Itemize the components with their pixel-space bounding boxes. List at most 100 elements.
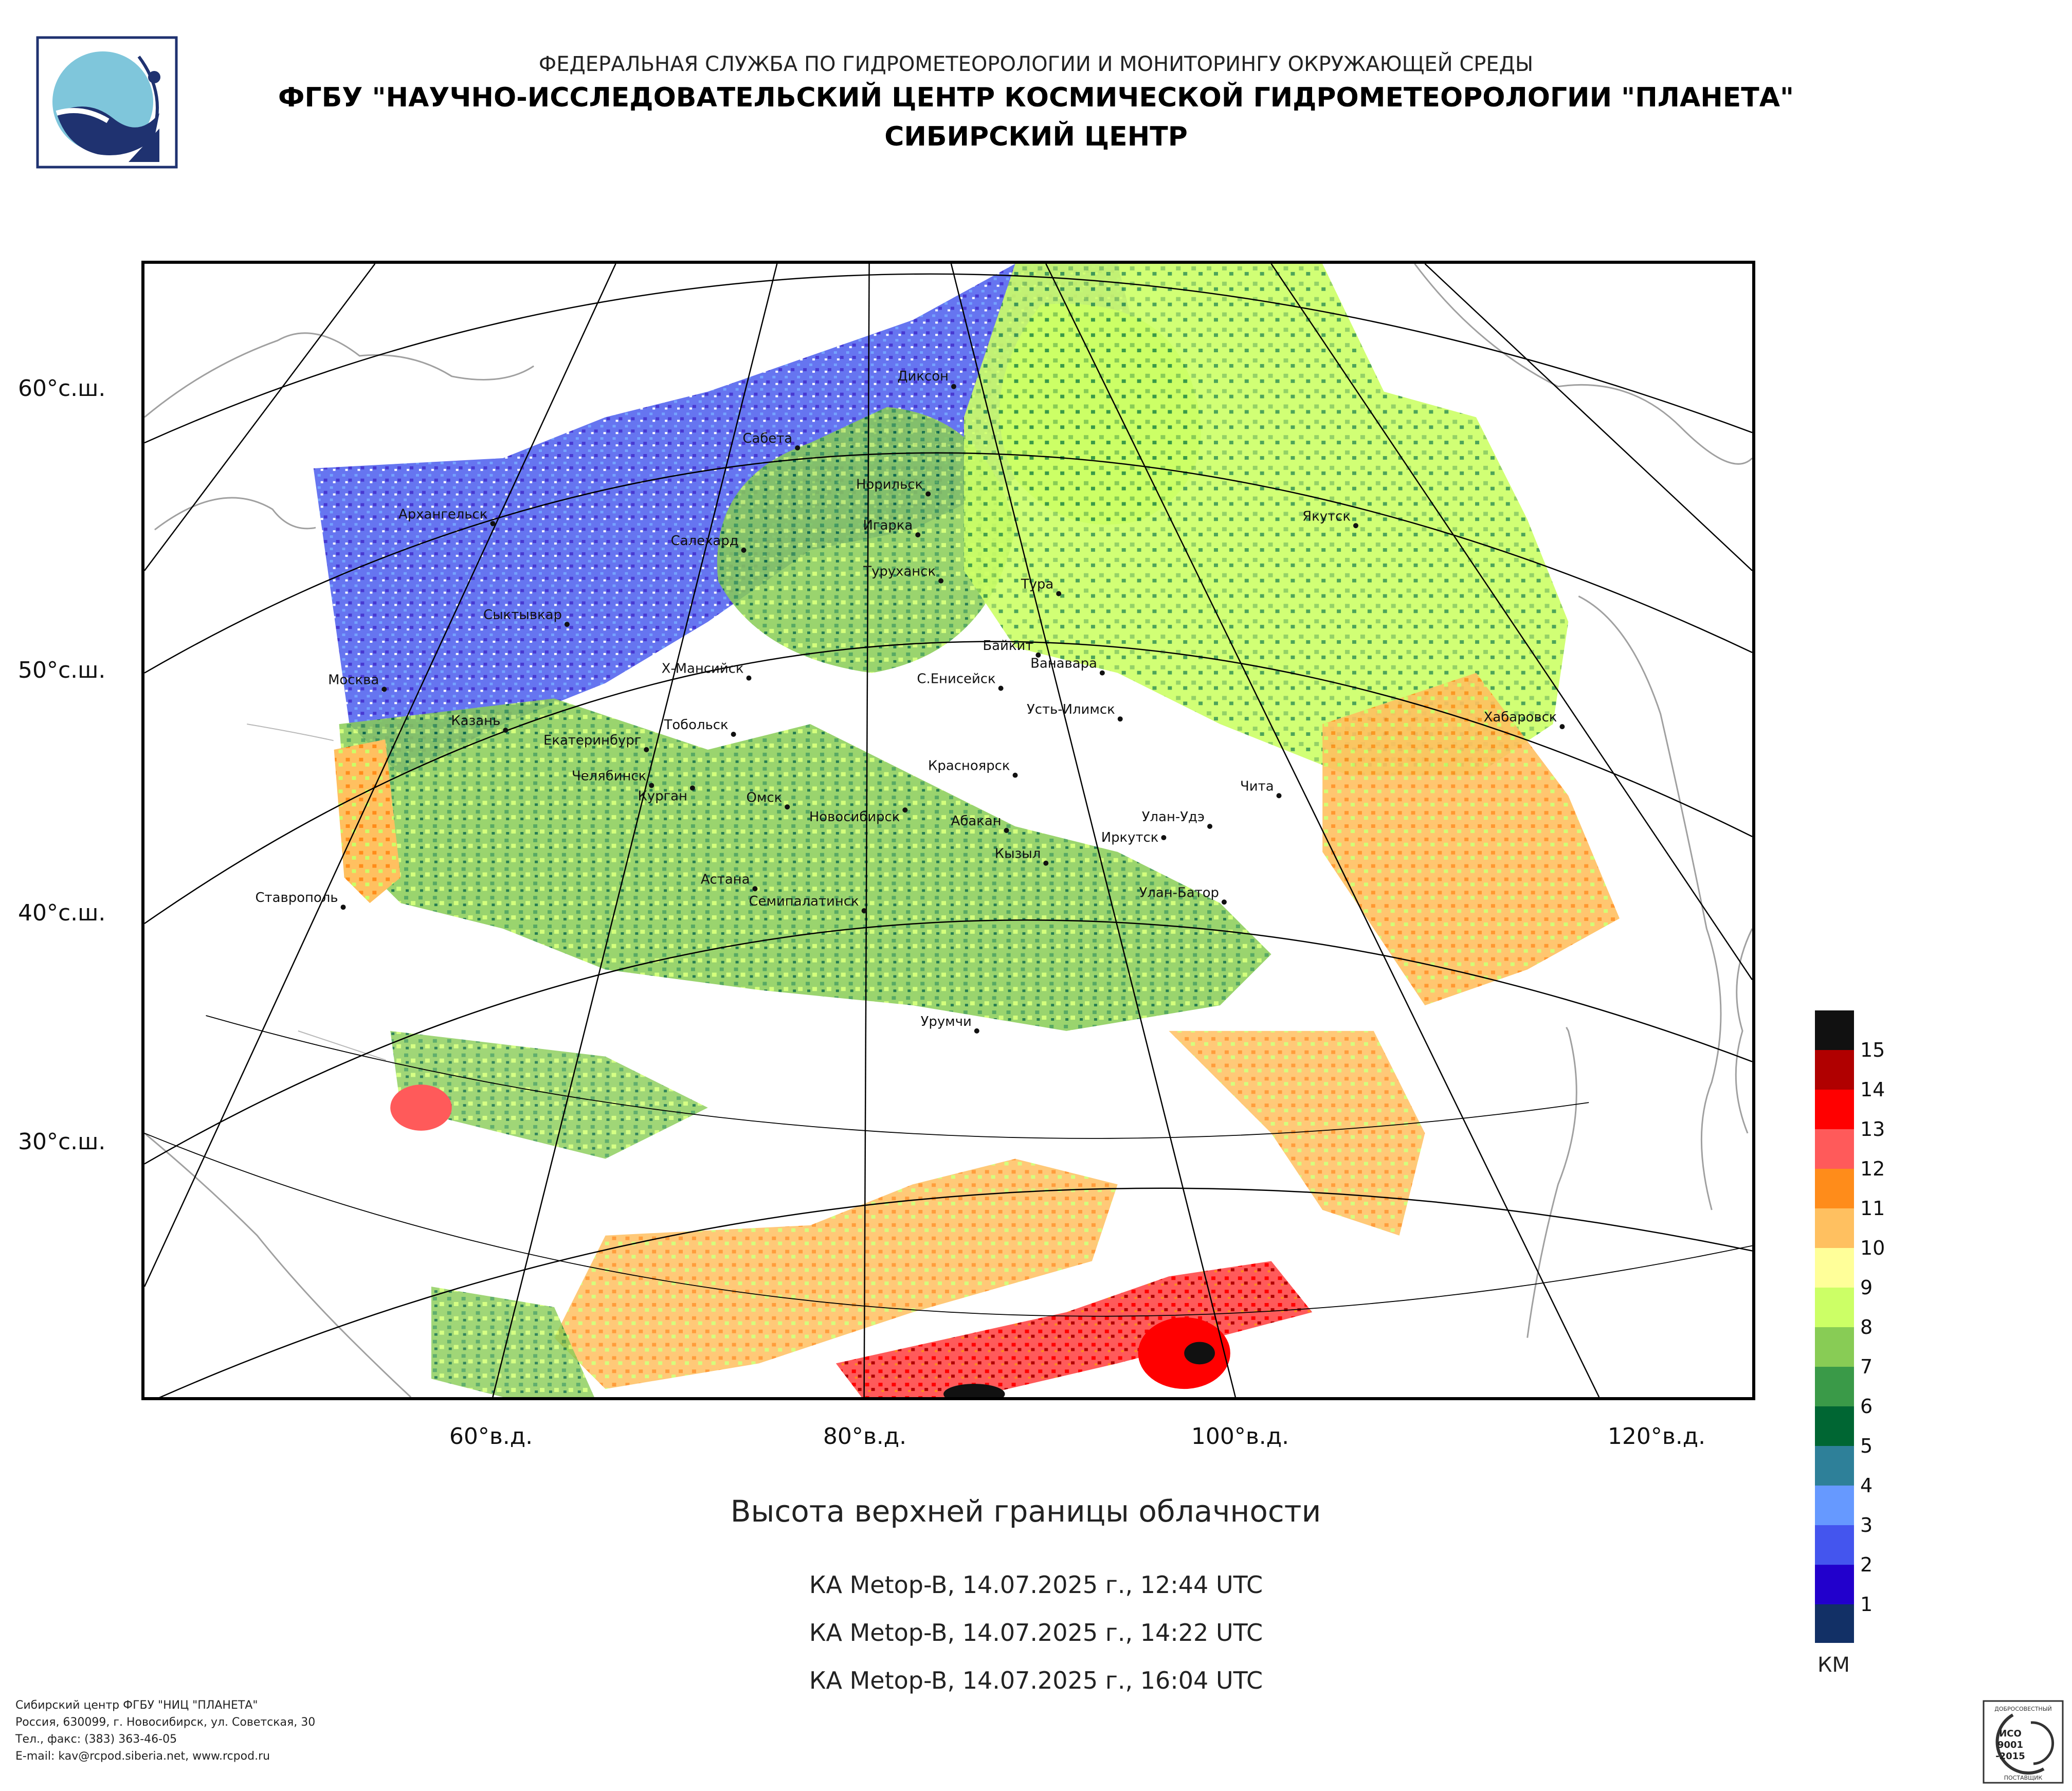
pass-line-2: КА Metop-B, 14.07.2025 г., 14:22 UTC [809, 1619, 1263, 1647]
city-s-yeniseysk: С.Енисейск [917, 672, 1004, 691]
city-novosibirsk: Новосибирск [809, 807, 908, 825]
city-kyzyl: Кызыл [995, 846, 1049, 866]
city-chelyabinsk: Челябинск [572, 769, 655, 788]
legend-tick-7: 7 [1860, 1355, 1873, 1378]
lat-label-40: 40°с.ш. [18, 900, 106, 926]
svg-text:ИСО: ИСО [1999, 1728, 2022, 1739]
city-omsk: Омск [746, 790, 790, 810]
svg-text:Байкит: Байкит [983, 638, 1033, 654]
svg-text:Челябинск: Челябинск [572, 769, 646, 784]
city-yekaterinburg: Екатеринбург [543, 733, 649, 752]
city-norilsk: Норильск [856, 477, 931, 497]
svg-text:Екатеринбург: Екатеринбург [543, 733, 641, 748]
svg-text:ПОСТАВЩИК: ПОСТАВЩИК [2004, 1775, 2043, 1781]
svg-text:Чита: Чита [1240, 779, 1274, 794]
svg-text:Семипалатинск: Семипалатинск [749, 894, 859, 909]
city-ust-ilimsk: Усть-Илимск [1027, 702, 1123, 722]
svg-text:ДОБРОСОВЕСТНЫЙ: ДОБРОСОВЕСТНЫЙ [1994, 1706, 2052, 1712]
map-canvas: Диксон Сабета Норильск Архангельск Салех… [144, 264, 1752, 1397]
svg-text:Хабаровск: Хабаровск [1484, 710, 1557, 725]
svg-text:Урумчи: Урумчи [921, 1014, 972, 1029]
city-irkutsk: Иркутск [1101, 830, 1167, 845]
city-sabeta: Сабета [742, 431, 801, 451]
legend-unit: КМ [1817, 1653, 1850, 1677]
pass-line-1: КА Metop-B, 14.07.2025 г., 12:44 UTC [809, 1571, 1263, 1599]
legend-tick-15: 15 [1860, 1039, 1885, 1061]
city-khanty-mansiysk: Х-Мансийск [662, 661, 752, 681]
lon-label-120: 120°в.д. [1607, 1423, 1706, 1450]
legend-tick-2: 2 [1860, 1553, 1873, 1576]
legend-tick-4: 4 [1860, 1474, 1873, 1497]
city-stavropol: Ставрополь [255, 890, 346, 910]
svg-text:Ставрополь: Ставрополь [255, 890, 338, 906]
svg-text:Салехард: Салехард [671, 533, 739, 549]
svg-text:Игарка: Игарка [863, 518, 913, 533]
institute-name: ФГБУ "НАУЧНО-ИССЛЕДОВАТЕЛЬСКИЙ ЦЕНТР КОС… [278, 82, 1794, 113]
svg-text:-2015: -2015 [1995, 1751, 2025, 1762]
svg-text:Астана: Астана [701, 872, 750, 887]
cloud-height-color-scale [1815, 1010, 1854, 1643]
lat-label-60: 60°с.ш. [18, 375, 106, 402]
svg-text:Кызыл: Кызыл [995, 846, 1041, 862]
legend-tick-9: 9 [1860, 1276, 1873, 1299]
svg-text:Иркутск: Иркутск [1101, 830, 1159, 845]
city-astana: Астана [701, 872, 758, 892]
legend-tick-10: 10 [1860, 1237, 1885, 1259]
lat-label-50: 50°с.ш. [18, 657, 106, 683]
footer-email: E-mail: kav@rcpod.siberia.net, www.rcpod… [15, 1750, 270, 1763]
city-tura: Тура [1021, 577, 1062, 596]
legend-tick-8: 8 [1860, 1316, 1873, 1338]
center-name: СИБИРСКИЙ ЦЕНТР [884, 121, 1188, 152]
svg-text:Диксон: Диксон [897, 369, 949, 384]
agency-name: ФЕДЕРАЛЬНАЯ СЛУЖБА ПО ГИДРОМЕТЕОРОЛОГИИ … [538, 52, 1534, 76]
svg-text:Красноярск: Красноярск [928, 758, 1010, 774]
legend-tick-14: 14 [1860, 1078, 1885, 1101]
legend-tick-11: 11 [1860, 1197, 1885, 1220]
footer-address: Россия, 630099, г. Новосибирск, ул. Сове… [15, 1716, 316, 1729]
city-semipalatinsk: Семипалатинск [749, 894, 867, 914]
legend-tick-13: 13 [1860, 1118, 1885, 1141]
city-markers: Диксон Сабета Норильск Архангельск Салех… [255, 369, 1565, 1034]
city-khabarovsk: Хабаровск [1484, 710, 1565, 730]
city-yakutsk: Якутск [1302, 509, 1358, 529]
city-turukhansk: Туруханск [863, 564, 944, 584]
legend-tick-1: 1 [1860, 1593, 1873, 1616]
lon-label-60: 60°в.д. [449, 1423, 533, 1450]
svg-text:Сыктывкар: Сыктывкар [483, 607, 562, 623]
city-syktyvkar: Сыктывкар [483, 607, 570, 627]
svg-text:Улан-Удэ: Улан-Удэ [1142, 809, 1205, 825]
city-moskva: Москва [328, 673, 387, 692]
city-dikson: Диксон [897, 369, 956, 389]
city-krasnoyarsk: Красноярск [928, 758, 1018, 778]
graticule [144, 264, 1752, 1397]
svg-text:Улан-Батор: Улан-Батор [1139, 885, 1219, 900]
svg-text:Казань: Казань [451, 713, 500, 729]
city-ulan-ude: Улан-Удэ [1142, 809, 1213, 829]
svg-text:Норильск: Норильск [856, 477, 923, 493]
product-title: Высота верхней границы облачности [730, 1494, 1321, 1529]
legend-tick-3: 3 [1860, 1514, 1873, 1536]
city-chita: Чита [1240, 779, 1282, 799]
city-vanavara: Ванавара [1030, 656, 1105, 676]
city-abakan: Абакан [951, 813, 1009, 833]
svg-text:Якутск: Якутск [1302, 509, 1351, 524]
footer-org: Сибирский центр ФГБУ "НИЦ "ПЛАНЕТА" [15, 1699, 258, 1712]
footer-phone: Тел., факс: (383) 363-46-05 [15, 1733, 177, 1746]
cloud-top-height-map: Диксон Сабета Норильск Архангельск Салех… [141, 261, 1755, 1400]
city-arkhangelsk: Архангельск [398, 506, 496, 527]
city-urumqi: Урумчи [921, 1014, 979, 1034]
contact-footer: Сибирский центр ФГБУ "НИЦ "ПЛАНЕТА" Росс… [15, 1697, 315, 1765]
city-kazan: Казань [451, 713, 508, 733]
legend-tick-5: 5 [1860, 1435, 1873, 1457]
svg-text:Омск: Омск [746, 790, 782, 805]
city-kurgan: Курган [638, 785, 695, 804]
svg-text:Усть-Илимск: Усть-Илимск [1027, 702, 1115, 717]
legend-tick-6: 6 [1860, 1395, 1873, 1418]
planeta-logo [36, 36, 178, 169]
lon-label-100: 100°в.д. [1191, 1423, 1289, 1450]
svg-text:9001: 9001 [1997, 1740, 2023, 1750]
svg-text:Курган: Курган [638, 788, 687, 804]
svg-text:Тобольск: Тобольск [664, 717, 729, 733]
svg-text:Туруханск: Туруханск [863, 564, 936, 580]
city-ulan-bator: Улан-Батор [1139, 885, 1227, 905]
